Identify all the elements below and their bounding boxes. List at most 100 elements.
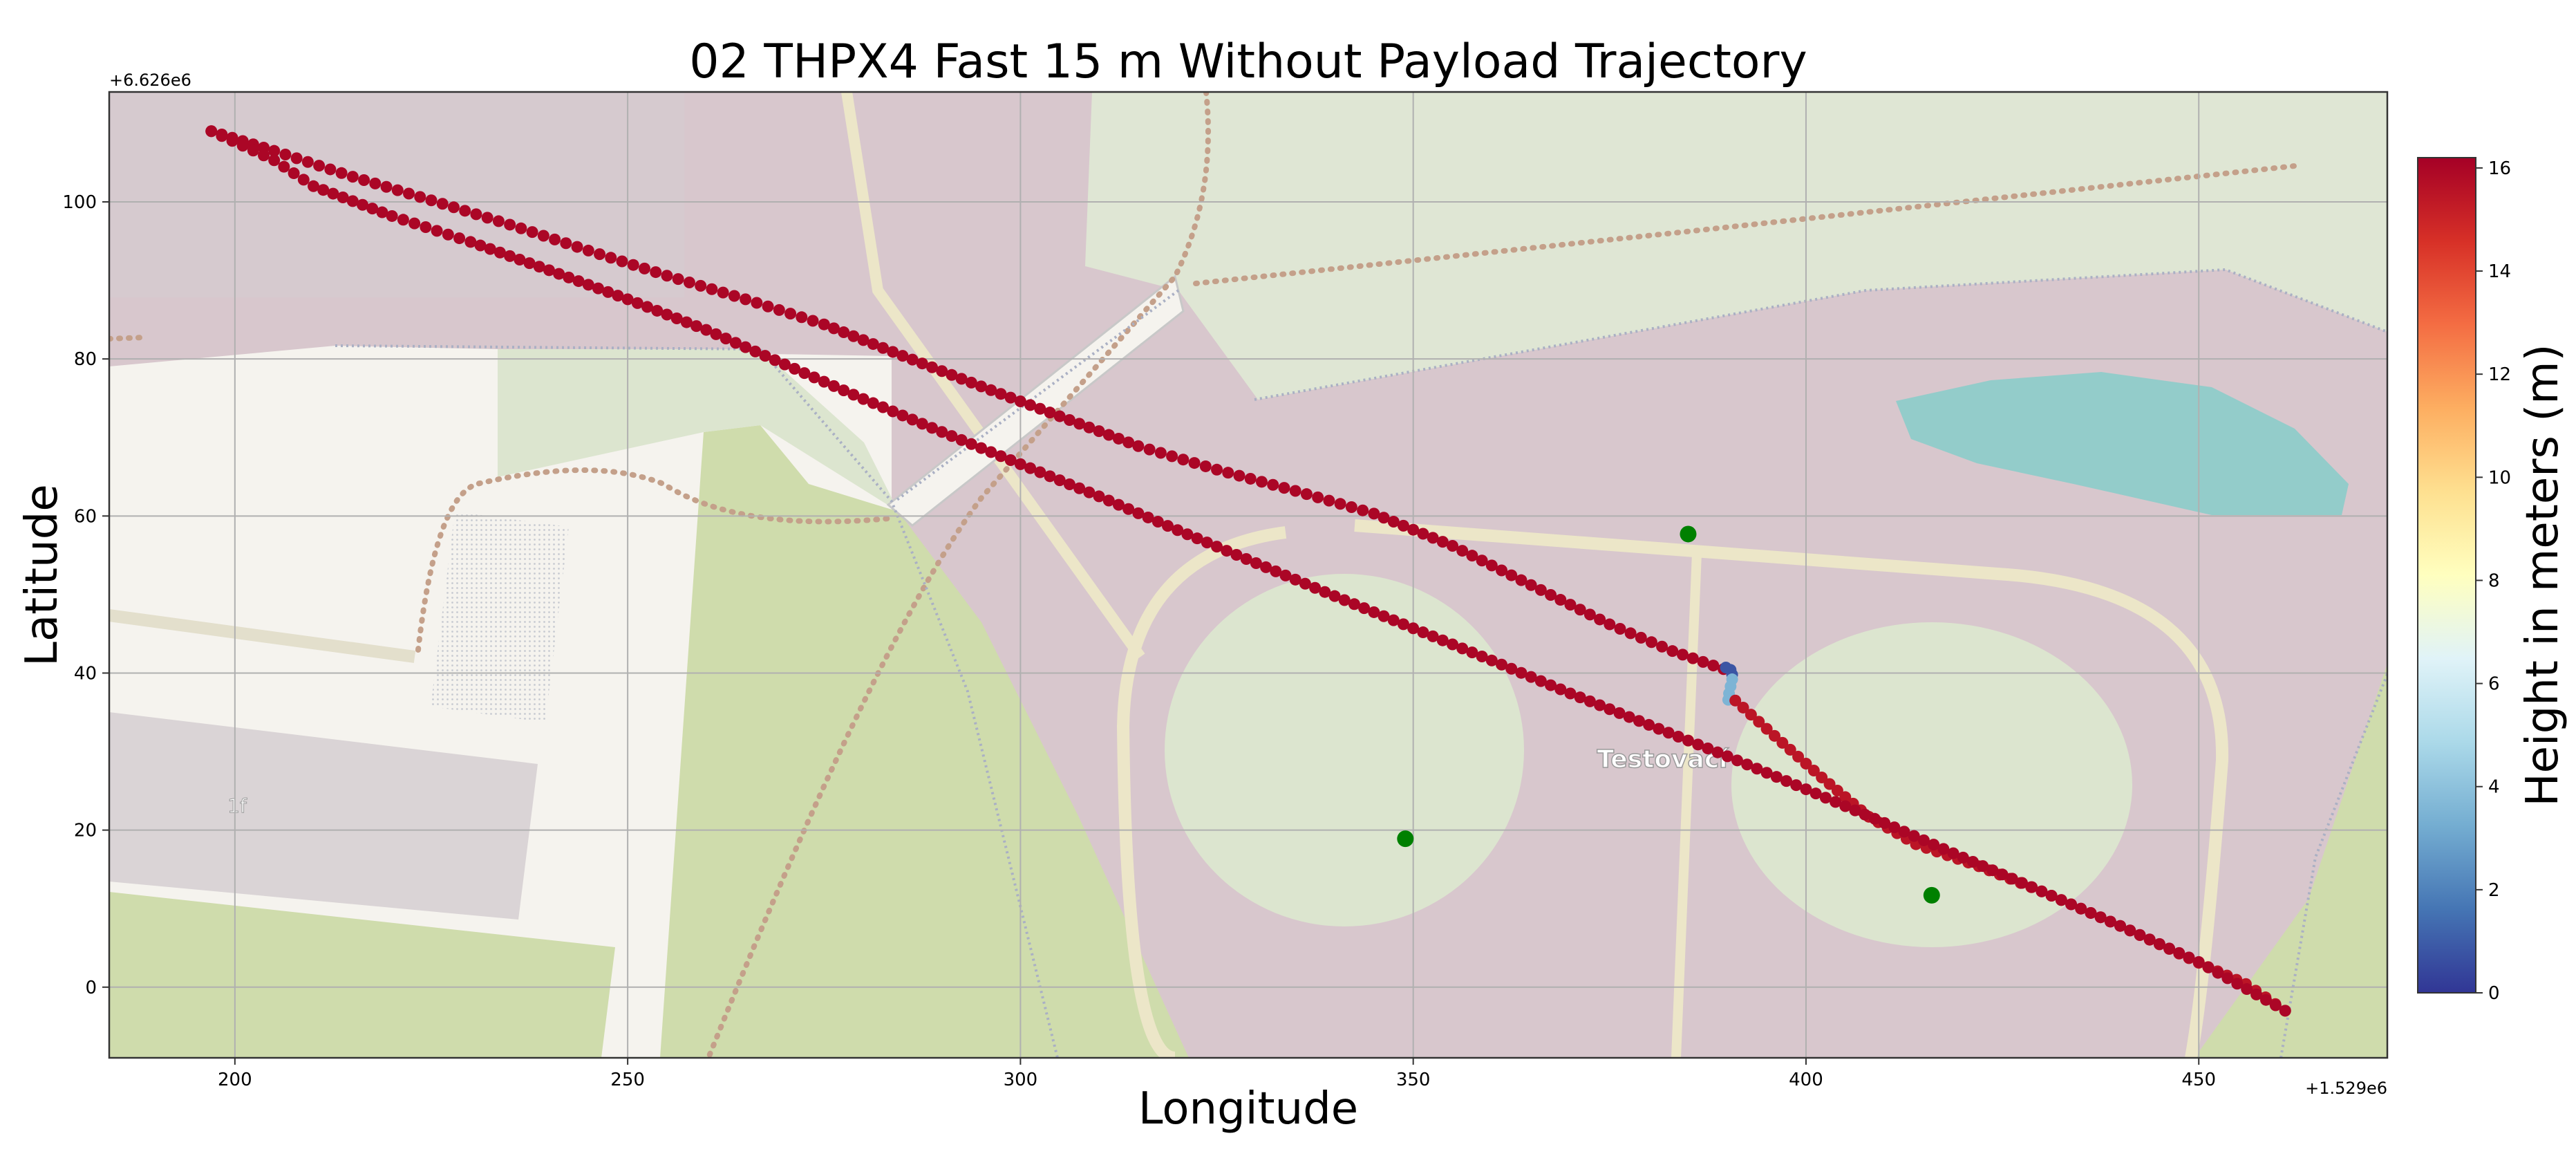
trajectory-point xyxy=(436,198,449,210)
trajectory-point xyxy=(1154,447,1167,459)
trajectory-point xyxy=(1545,588,1557,601)
trajectory-point xyxy=(798,367,811,380)
trajectory-point xyxy=(695,279,707,292)
trajectory-point xyxy=(680,316,693,328)
trajectory-point xyxy=(1515,666,1527,679)
trajectory-point xyxy=(1823,778,1836,790)
map-dotted-path-c xyxy=(415,467,891,653)
trajectory-point xyxy=(2183,951,2195,964)
trajectory-point xyxy=(605,252,617,264)
trajectory-point xyxy=(297,174,310,186)
trajectory-point xyxy=(1545,679,1557,691)
trajectory-point xyxy=(2065,898,2078,911)
trajectory-point xyxy=(2202,961,2215,973)
trajectory-point xyxy=(1378,610,1390,622)
trajectory-point xyxy=(1334,498,1346,510)
trajectory-point xyxy=(1004,391,1017,404)
trajectory-point xyxy=(290,152,303,165)
trajectory-point xyxy=(1574,691,1586,704)
trajectory-point xyxy=(1132,440,1145,452)
colorbar-ticks: 0 2 4 6 8 10 12 14 16 xyxy=(2476,158,2511,1004)
trajectory-point xyxy=(1255,476,1268,488)
trajectory-point xyxy=(1633,715,1645,727)
trajectory-point xyxy=(1312,491,1324,503)
x-tick-label: 300 xyxy=(1004,1070,1038,1090)
trajectory-point xyxy=(313,160,326,172)
trajectory-point xyxy=(1996,868,2009,881)
trajectory-point xyxy=(847,389,860,401)
trajectory-point xyxy=(1721,750,1733,763)
map-park-right-top xyxy=(1085,92,2387,400)
trajectory-point xyxy=(1083,421,1096,434)
trajectory-point xyxy=(1447,638,1459,651)
y-tick-label: 0 xyxy=(85,978,97,998)
trajectory-point xyxy=(1456,642,1469,655)
trajectory-point xyxy=(403,187,415,200)
trajectory-point xyxy=(1859,808,1871,821)
trajectory-point xyxy=(369,177,382,189)
map-dotted-path-b xyxy=(1193,163,2297,286)
trajectory-point xyxy=(226,135,238,147)
colorbar-tick-label: 16 xyxy=(2488,158,2511,179)
trajectory-point xyxy=(740,293,752,306)
trajectory-point xyxy=(1181,528,1194,541)
trajectory-point xyxy=(946,369,958,381)
trajectory-point xyxy=(2279,1005,2291,1017)
trajectory-point xyxy=(397,214,409,226)
trajectory-point xyxy=(717,286,729,299)
trajectory-point xyxy=(2085,906,2097,919)
trajectory-point xyxy=(670,313,683,325)
chart-title: 02 THPX4 Fast 15 m Without Payload Traje… xyxy=(689,35,1807,89)
trajectory-point xyxy=(985,384,997,396)
trajectory-point xyxy=(324,163,337,176)
trajectory-point xyxy=(700,324,713,336)
trajectory-point xyxy=(2231,978,2244,990)
trajectory-point xyxy=(896,350,909,362)
trajectory-point xyxy=(1083,486,1096,498)
trajectory-point xyxy=(205,125,218,138)
trajectory-point xyxy=(857,393,869,405)
trajectory-point xyxy=(975,442,988,454)
trajectory-point xyxy=(2153,938,2165,950)
trajectory-point xyxy=(1583,608,1596,621)
trajectory-point xyxy=(1729,694,1742,707)
trajectory-point xyxy=(1745,709,1757,721)
trajectory-point xyxy=(1819,792,1832,804)
trajectory-point xyxy=(1476,554,1488,567)
trajectory-point xyxy=(1809,787,1822,800)
trajectory-point xyxy=(1760,722,1773,735)
trajectory-point xyxy=(327,187,339,200)
trajectory-point xyxy=(357,198,369,211)
trajectory-point xyxy=(1073,482,1086,494)
colorbar: 0 2 4 6 8 10 12 14 16 Height in meters (m) xyxy=(2417,157,2568,1004)
trajectory-point xyxy=(279,149,292,161)
trajectory-point xyxy=(769,354,781,366)
trajectory-point xyxy=(1505,662,1518,675)
map-path-diagonal xyxy=(841,92,1145,660)
trajectory-point xyxy=(1656,640,1668,653)
trajectory-point xyxy=(616,255,628,268)
map-bridge xyxy=(886,274,1185,527)
colorbar-tick-label: 10 xyxy=(2488,467,2511,488)
trajectory-point xyxy=(1387,614,1400,626)
trajectory-point xyxy=(1686,652,1699,664)
trajectory-point xyxy=(1830,796,1842,808)
trajectory-point xyxy=(268,154,281,167)
trajectory-point xyxy=(420,221,432,234)
trajectory-point xyxy=(1053,410,1066,422)
trajectory-point xyxy=(1188,457,1201,469)
trajectory-point xyxy=(2250,988,2263,1000)
trajectory-point xyxy=(1839,791,1852,803)
trajectory-point xyxy=(1201,537,1213,549)
trajectory-point xyxy=(1760,767,1773,779)
trajectory-point xyxy=(1662,727,1675,739)
trajectory-point xyxy=(1436,634,1449,646)
colorbar-tick-label: 0 xyxy=(2488,983,2500,1004)
trajectory-point xyxy=(729,337,742,349)
trajectory-point xyxy=(926,422,939,434)
trajectory-point xyxy=(1267,478,1279,491)
trajectory-point xyxy=(1177,454,1190,466)
trajectory-point xyxy=(1928,839,1940,851)
trajectory-point xyxy=(1741,758,1754,771)
